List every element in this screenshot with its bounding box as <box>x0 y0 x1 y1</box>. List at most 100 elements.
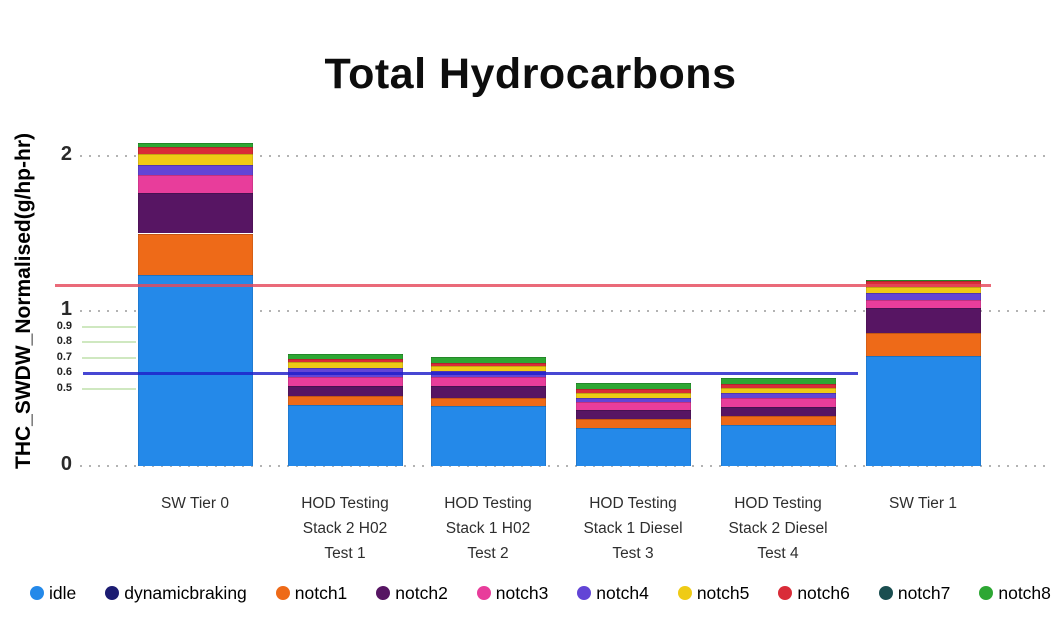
x-axis-label-line: Stack 1 H02 <box>445 520 531 537</box>
legend-label: notch4 <box>596 582 649 603</box>
legend-dot-notch6 <box>778 586 793 600</box>
x-axis-label: HOD Testing Stack 1 Diesel Test 3 <box>543 491 723 566</box>
legend-item-notch5[interactable]: notch5 <box>677 582 750 604</box>
x-axis-label-line: Test 3 <box>612 545 654 562</box>
bar-segment-notch4[interactable] <box>721 393 836 399</box>
bar-segment-notch6[interactable] <box>288 358 403 362</box>
bar-segment-notch8[interactable] <box>431 356 546 364</box>
bar-segment-notch8[interactable] <box>138 142 253 147</box>
legend-label: notch8 <box>998 582 1051 603</box>
legend-dot-notch4 <box>577 586 592 600</box>
bar-segment-notch8[interactable] <box>866 280 981 282</box>
gridline-minor <box>82 325 136 328</box>
legend-item-notch7[interactable]: notch7 <box>878 583 950 604</box>
bar-segment-notch2[interactable] <box>866 308 981 333</box>
bar-segment-notch1[interactable] <box>866 332 981 356</box>
bar-segment-notch3[interactable] <box>138 174 253 194</box>
bar-segment-notch5[interactable] <box>866 286 981 294</box>
y-tick-label-minor: 0.9 <box>56 319 72 332</box>
bar-segment-notch8[interactable] <box>288 354 403 359</box>
bar-segment-notch6[interactable] <box>721 384 836 389</box>
bar-segment-notch3[interactable] <box>431 376 546 387</box>
bar-segment-notch4[interactable] <box>576 397 691 403</box>
legend-dot-dynamicbraking <box>105 586 120 600</box>
bar-segment-notch1[interactable] <box>576 419 691 428</box>
bar-segment-notch6[interactable] <box>576 388 691 393</box>
legend-item-notch2[interactable]: notch2 <box>376 583 448 604</box>
legend-item-notch6[interactable]: notch6 <box>778 583 850 604</box>
gridline-major <box>80 465 1048 467</box>
legend-label: notch5 <box>696 582 750 603</box>
bar-segment-idle[interactable] <box>138 275 253 466</box>
bar-segment-idle[interactable] <box>576 427 691 466</box>
x-axis-label-line: Test 2 <box>467 545 509 562</box>
bar-segment-notch5[interactable] <box>721 388 836 394</box>
x-axis-label: HOD Testing Stack 2 H02 Test 1 <box>255 491 435 566</box>
bar-segment-notch3[interactable] <box>288 376 403 386</box>
x-axis-label: HOD Testing Stack 2 Diesel Test 4 <box>688 491 868 566</box>
x-axis-label-line: HOD Testing <box>734 495 822 512</box>
legend-item-notch8[interactable]: notch8 <box>979 583 1051 604</box>
y-tick-label-minor: 0.7 <box>56 350 72 363</box>
legend-label: notch1 <box>294 582 348 603</box>
legend: idle dynamicbraking notch1 notch2 notch3 notc… <box>30 578 1051 608</box>
x-axis-label-line: HOD Testing <box>589 495 677 512</box>
bar-segment-notch5[interactable] <box>576 392 691 398</box>
gridline-major <box>80 310 1048 312</box>
gridline-minor <box>82 387 136 390</box>
x-axis-label: SW Tier 0 <box>105 491 285 516</box>
legend-item-notch4[interactable]: notch4 <box>577 583 649 604</box>
x-axis-label-line: HOD Testing <box>301 495 389 512</box>
bar-segment-notch5[interactable] <box>138 153 253 165</box>
x-axis-label-line: Stack 2 H02 <box>302 520 388 537</box>
bar-segment-notch6[interactable] <box>431 363 546 367</box>
y-tick-label: 2 <box>60 143 72 165</box>
legend-dot-notch7 <box>878 586 893 600</box>
legend-dot-notch5 <box>677 586 692 600</box>
legend-dot-notch3 <box>476 586 491 600</box>
bar-segment-notch2[interactable] <box>431 386 546 398</box>
legend-dot-idle <box>30 586 44 600</box>
bar-segment-idle[interactable] <box>721 424 836 466</box>
x-axis-label: SW Tier 1 <box>833 491 1013 516</box>
bar-segment-notch1[interactable] <box>721 415 836 425</box>
bar-segment-notch3[interactable] <box>866 299 981 309</box>
reference-blue-line <box>83 372 858 375</box>
bar-segment-notch1[interactable] <box>288 395 403 406</box>
bar-segment-notch2[interactable] <box>138 193 253 234</box>
legend-label: idle <box>49 582 77 603</box>
legend-label: notch6 <box>797 582 850 603</box>
chart-title: Total Hydrocarbons <box>324 50 737 98</box>
legend-item-dynamicbraking[interactable]: dynamicbraking <box>105 583 247 604</box>
bar-segment-notch2[interactable] <box>288 385 403 396</box>
bar-segment-notch2[interactable] <box>721 406 836 416</box>
legend-item-notch3[interactable]: notch3 <box>476 583 548 604</box>
legend-item-notch1[interactable]: notch1 <box>275 582 348 604</box>
bar-segment-notch3[interactable] <box>721 398 836 407</box>
bar-segment-notch8[interactable] <box>576 382 691 389</box>
legend-label: notch2 <box>395 582 448 603</box>
legend-dot-notch8 <box>979 586 994 600</box>
y-tick-label-minor: 0.5 <box>56 381 72 394</box>
bar-segment-notch8[interactable] <box>721 377 836 385</box>
bar-segment-notch4[interactable] <box>138 164 253 175</box>
bar-segment-idle[interactable] <box>288 405 403 466</box>
legend-label: dynamicbraking <box>124 582 247 603</box>
bar-segment-notch1[interactable] <box>431 397 546 406</box>
bar-segment-idle[interactable] <box>431 405 546 466</box>
bar-segment-notch6[interactable] <box>138 146 253 154</box>
bar-segment-notch3[interactable] <box>576 402 691 411</box>
legend-dot-notch2 <box>376 586 391 600</box>
bar-segment-notch1[interactable] <box>138 233 253 276</box>
bar-segment-notch5[interactable] <box>288 361 403 369</box>
bar-segment-notch5[interactable] <box>431 366 546 372</box>
legend-item-idle[interactable]: idle <box>30 583 76 604</box>
y-tick-label-minor: 0.6 <box>56 366 72 378</box>
gridline-minor <box>82 341 136 343</box>
bar-segment-notch4[interactable] <box>866 293 981 300</box>
bar-segment-notch2[interactable] <box>576 410 691 420</box>
bar-segment-idle[interactable] <box>866 355 981 466</box>
x-axis-label-line: HOD Testing <box>444 495 532 512</box>
